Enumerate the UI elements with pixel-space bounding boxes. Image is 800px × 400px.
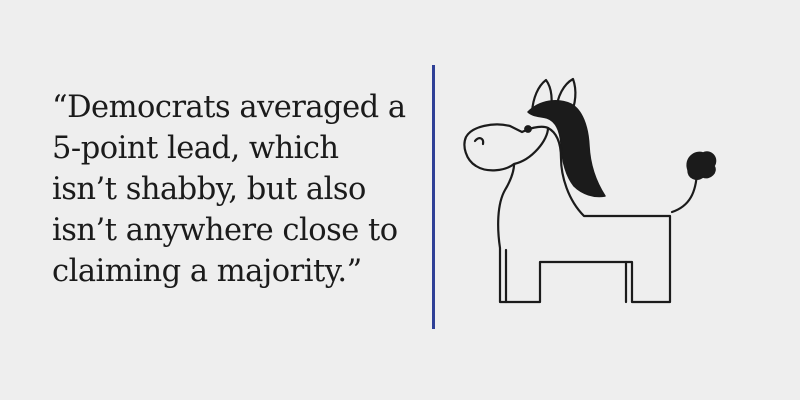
quote-line: “Democrats averaged a — [52, 90, 406, 125]
quote-line: isn’t anywhere close to — [52, 213, 398, 248]
quote-line: claiming a majority.” — [52, 254, 362, 289]
tail-tuft — [686, 151, 717, 180]
donkey-icon — [463, 77, 717, 304]
eye — [524, 125, 532, 133]
quote-text: “Democrats averaged a 5-point lead, whic… — [52, 87, 422, 292]
vertical-divider — [432, 65, 435, 329]
nostril — [473, 137, 485, 146]
quote-line: isn’t shabby, but also — [52, 172, 366, 207]
quote-line: 5-point lead, which — [52, 131, 339, 166]
muzzle — [463, 123, 550, 172]
mane — [527, 99, 606, 198]
